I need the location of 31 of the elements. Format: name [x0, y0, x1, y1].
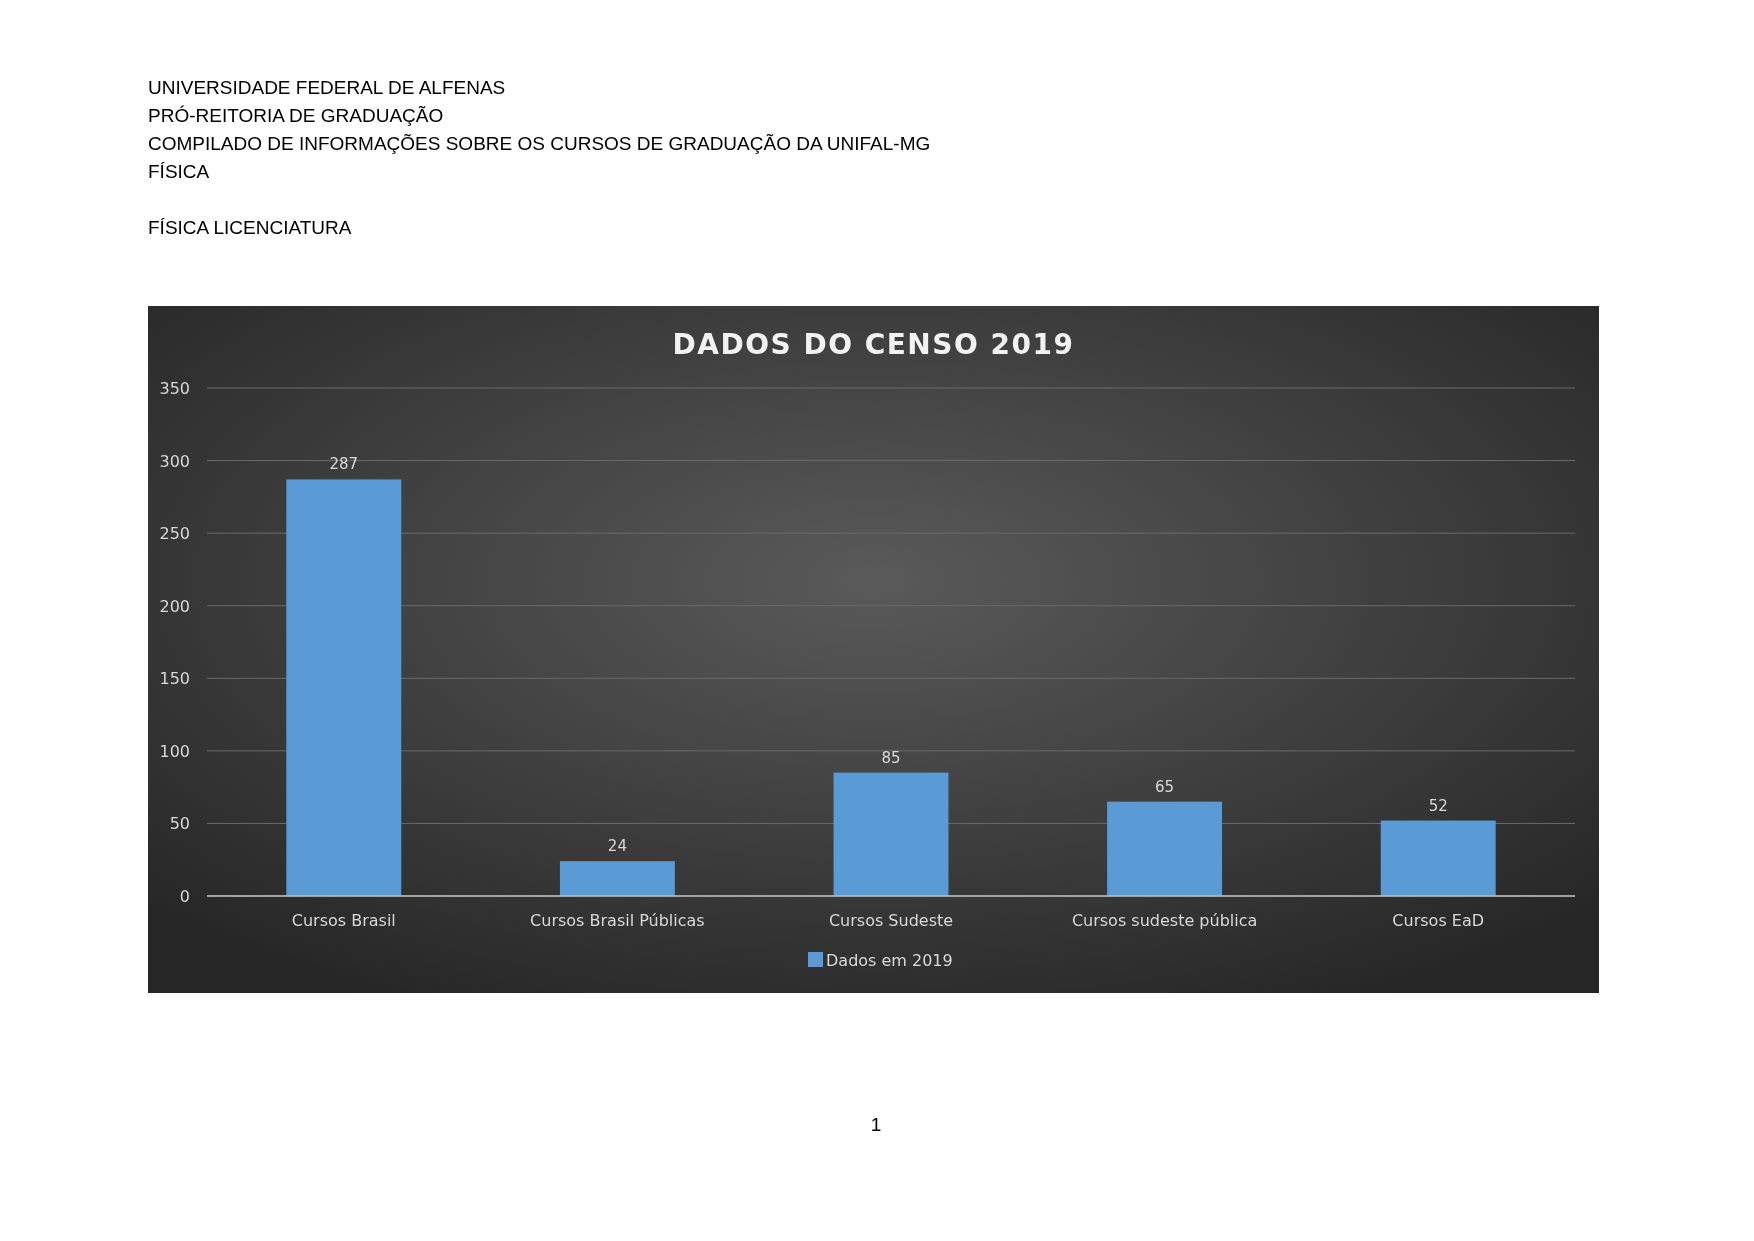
- data-label: 52: [1428, 796, 1448, 815]
- bar: [1107, 801, 1223, 896]
- y-tick-label: 250: [159, 524, 190, 544]
- text: 1: [870, 1114, 882, 1135]
- legend-label: Dados em 2019: [826, 951, 953, 970]
- y-tick-label: 150: [159, 669, 190, 689]
- text: COMPILADO DE INFORMAÇÕES SOBRE OS CURSOS DE GRADUAÇÃO DA UNIFAL-MG: [148, 133, 931, 154]
- x-tick-label: Cursos Sudeste: [828, 911, 954, 930]
- x-tick-label: Cursos EaD: [1392, 911, 1485, 930]
- chart-title: DADOS DO CENSO 2019: [672, 328, 1075, 361]
- data-label: 65: [1155, 777, 1175, 796]
- x-tick-label: Cursos Brasil: [291, 911, 396, 930]
- y-tick-label: 0: [179, 887, 190, 906]
- data-label: 287: [329, 455, 359, 474]
- x-tick-label: Cursos Brasil Públicas: [530, 911, 705, 930]
- y-tick-label: 300: [159, 451, 190, 471]
- text: FÍSICA LICENCIATURA: [148, 217, 352, 238]
- y-tick-label: 100: [159, 741, 190, 761]
- text: UNIVERSIDADE FEDERAL DE ALFENAS: [148, 77, 506, 98]
- bar: [559, 861, 675, 896]
- x-tick-label: Cursos sudeste pública: [1071, 911, 1258, 930]
- y-tick-label: 200: [159, 596, 190, 616]
- bar: [833, 772, 949, 896]
- text: FÍSICA: [148, 161, 210, 182]
- data-label: 24: [607, 837, 627, 856]
- y-tick-label: 50: [169, 814, 190, 834]
- text: PRÓ-REITORIA DE GRADUAÇÃO: [148, 105, 444, 126]
- bar: [286, 479, 402, 896]
- bar: [1380, 820, 1496, 896]
- data-label: 85: [881, 748, 901, 767]
- y-tick-label: 350: [159, 379, 190, 398]
